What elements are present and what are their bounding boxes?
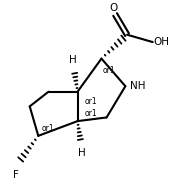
Text: O: O	[109, 3, 117, 13]
Text: NH: NH	[130, 81, 145, 91]
Text: F: F	[13, 170, 19, 180]
Text: H: H	[69, 55, 77, 65]
Text: H: H	[78, 148, 86, 158]
Text: or1: or1	[102, 66, 115, 75]
Text: or1: or1	[84, 109, 97, 118]
Text: or1: or1	[84, 97, 97, 106]
Text: OH: OH	[153, 37, 169, 47]
Text: or1: or1	[42, 124, 54, 133]
